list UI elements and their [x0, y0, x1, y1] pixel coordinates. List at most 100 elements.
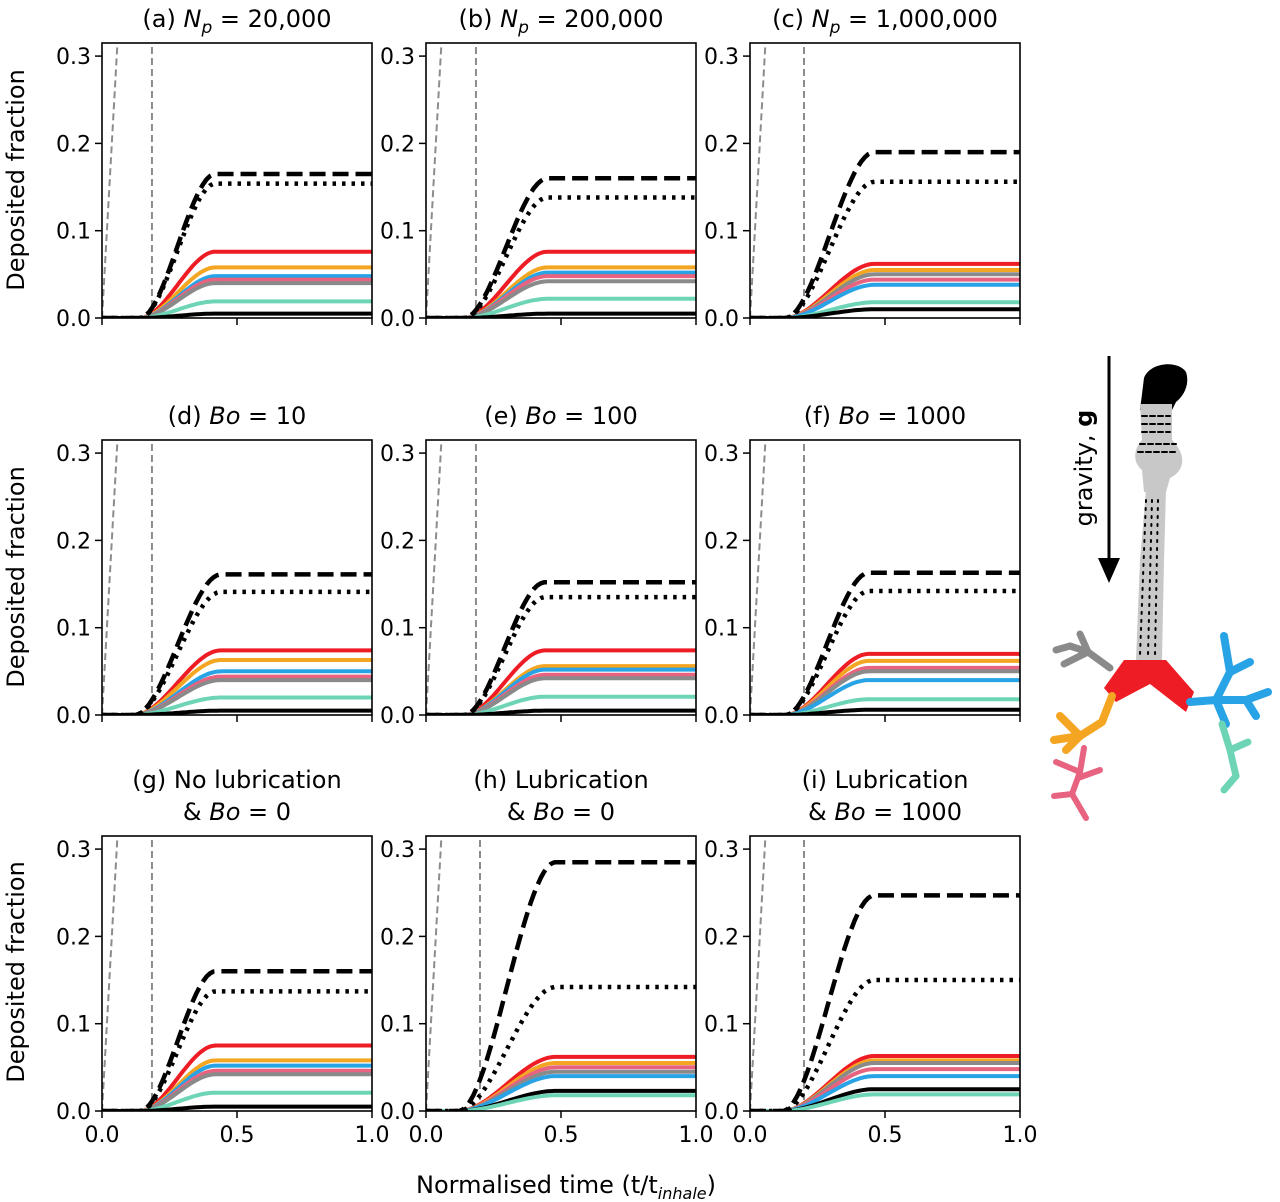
- title-value: = 0: [564, 798, 615, 826]
- panel-c: 0.0 0.1 0.2 0.3 (c) Np = 1,000,000: [704, 5, 1021, 332]
- title-value: = 100: [557, 402, 638, 430]
- title-value: = 1,000,000: [840, 5, 998, 33]
- panel-b: 0.0 0.1 0.2 0.3 (b) Np = 200,000: [380, 5, 697, 332]
- guide-line-inhale: [426, 440, 443, 715]
- title-prefix: (f): [804, 402, 839, 430]
- panel-title-line1: (i) Lubrication: [802, 766, 969, 794]
- title-symbol: Bo: [533, 798, 564, 826]
- y-tick-label: 0.2: [56, 529, 91, 554]
- y-tick-label: 0.1: [56, 220, 91, 245]
- plot-area: [750, 440, 1020, 715]
- series-dashed: [102, 969, 372, 1111]
- plot-area: [102, 43, 372, 318]
- gravity-arrow-head: [1098, 558, 1120, 583]
- y-tick-label: 0.2: [56, 132, 91, 157]
- airway-trachea-dots: [1139, 499, 1159, 656]
- guide-line-inhale: [102, 440, 119, 715]
- panel-title-line2: & Bo = 1000: [808, 798, 962, 826]
- ylabel-row-3: Deposited fraction: [2, 861, 30, 1083]
- plot-area: [750, 43, 1020, 318]
- y-tick-label: 0.3: [704, 838, 739, 863]
- y-tick-label: 0.1: [380, 617, 415, 642]
- series-dotted: [750, 977, 1020, 1111]
- axes-frame: [749, 439, 1021, 716]
- pink-branch: [1051, 791, 1075, 799]
- series-dashed: [426, 176, 696, 318]
- title-prefix: (d): [168, 402, 210, 430]
- title-symbol: Bo: [209, 798, 240, 826]
- series-dashed: [750, 149, 1020, 318]
- orange-branch: [1062, 732, 1084, 754]
- series-dotted: [426, 984, 696, 1111]
- x-tick-label: 0.5: [868, 1123, 903, 1148]
- guide-line-inhale: [102, 43, 119, 318]
- blue-branch: [1186, 632, 1234, 706]
- series-red: [426, 1054, 696, 1111]
- airway-pharynx-lines: [1137, 415, 1179, 453]
- y-tick-label: 0.3: [56, 838, 91, 863]
- title-symbol: Bo: [834, 798, 865, 826]
- y-tick-label: 0.3: [380, 838, 415, 863]
- trachea-dot-line: [1147, 499, 1153, 656]
- title-text: (g) No lubrication: [132, 766, 341, 794]
- airway-branch-orange: [1050, 692, 1116, 754]
- title-prefix: (e): [484, 402, 525, 430]
- gravity-annotation: gravity, g: [1070, 356, 1120, 583]
- y-tick-label: 0.3: [56, 442, 91, 467]
- series-dashed: [750, 893, 1020, 1111]
- gravity-symbol: g: [1070, 410, 1098, 427]
- title-text: (i) Lubrication: [802, 766, 969, 794]
- y-tick-label: 0.3: [704, 442, 739, 467]
- y-tick-label: 0.2: [704, 132, 739, 157]
- axes-frame: [749, 42, 1021, 319]
- y-tick-label: 0.1: [704, 1013, 739, 1038]
- trachea-dot-line: [1139, 499, 1147, 656]
- x-tick-label: 0.0: [85, 1123, 120, 1148]
- series-dotted: [102, 989, 372, 1111]
- y-tick-label: 0.1: [56, 617, 91, 642]
- plot-area: [426, 43, 696, 318]
- airway-branch-grey: [1052, 630, 1114, 672]
- panel-i: 0.0 0.1 0.2 0.3 0.0 0.5 1.0 (i) Lubrication & Bo…: [704, 766, 1038, 1148]
- panel-title-line2: & Bo = 0: [507, 798, 615, 826]
- series-dotted: [750, 179, 1020, 318]
- blue-branch: [1242, 696, 1260, 720]
- panel-a: 0.0 0.1 0.2 0.3 (a) Np = 20,000: [56, 5, 373, 332]
- title-value: = 1000: [870, 402, 966, 430]
- title-symbol: Bo: [525, 402, 556, 430]
- guide-line-inhale: [426, 43, 443, 318]
- pink-branch: [1053, 759, 1083, 775]
- x-tick-label: 0.0: [409, 1123, 444, 1148]
- airway-nasal-cavity: [1140, 364, 1188, 410]
- panel-title: (e) Bo = 100: [484, 402, 637, 430]
- series-dashed: [426, 580, 696, 715]
- xlabel-sub: inhale: [658, 1184, 707, 1202]
- y-tick-label: 0.3: [56, 45, 91, 70]
- series-red: [426, 249, 696, 318]
- x-tick-label: 0.5: [544, 1123, 579, 1148]
- panel-h: 0.0 0.1 0.2 0.3 0.0 0.5 1.0 (h) Lubrication & Bo…: [380, 766, 714, 1148]
- x-tick-label: 0.5: [220, 1123, 255, 1148]
- guide-line-inhale: [426, 836, 443, 1111]
- grey-branch: [1060, 648, 1092, 668]
- plot-area: [426, 836, 696, 1111]
- title-value: = 0: [240, 798, 291, 826]
- series-dashed: [102, 171, 372, 318]
- airway-branch-pink: [1051, 745, 1103, 821]
- y-tick-label: 0.0: [56, 704, 91, 729]
- ylabel-row-2: Deposited fraction: [2, 466, 30, 688]
- gravity-label-text: gravity,: [1070, 427, 1098, 527]
- plot-area: [102, 836, 372, 1111]
- y-tick-label: 0.2: [380, 529, 415, 554]
- y-tick-label: 0.1: [704, 220, 739, 245]
- xlabel: Normalised time (t/tinhale): [416, 1171, 716, 1202]
- y-tick-label: 0.0: [56, 307, 91, 332]
- series-green: [750, 1092, 1020, 1111]
- blue-branch: [1212, 696, 1230, 728]
- title-symbol: Bo: [839, 402, 870, 430]
- series-orange: [102, 1058, 372, 1111]
- y-tick-label: 0.3: [704, 45, 739, 70]
- x-tick-label: 1.0: [679, 1123, 714, 1148]
- blue-branch: [1226, 658, 1254, 676]
- y-tick-label: 0.0: [380, 704, 415, 729]
